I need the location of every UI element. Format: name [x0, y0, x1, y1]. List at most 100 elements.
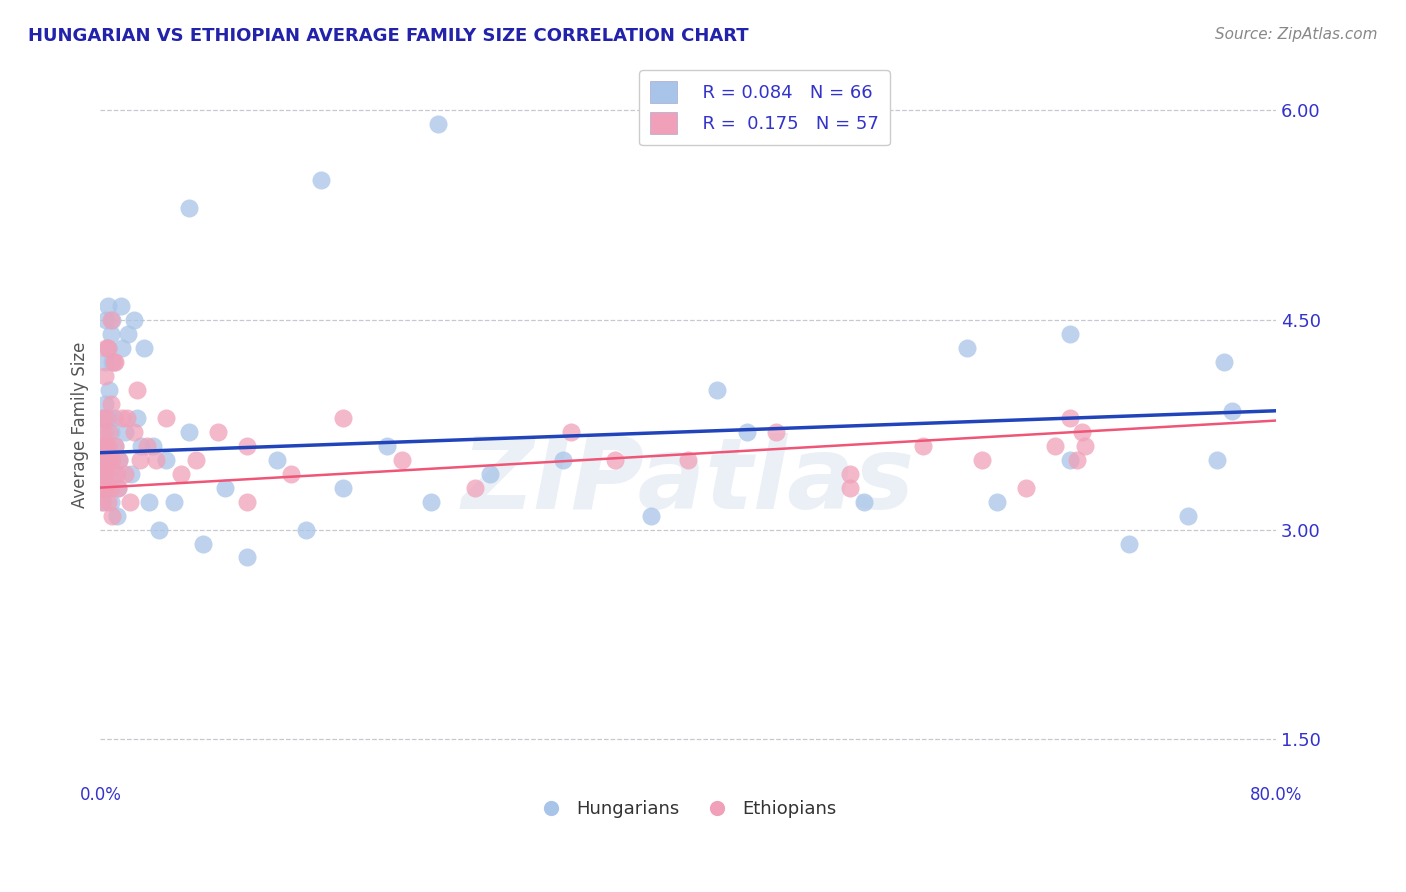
Ethiopians: [912, 439, 935, 453]
Hungarians: [104, 467, 127, 481]
Text: Source: ZipAtlas.com: Source: ZipAtlas.com: [1215, 27, 1378, 42]
Ethiopians: [96, 341, 118, 355]
Ethiopians: [207, 425, 229, 439]
Hungarians: [94, 397, 117, 411]
Hungarians: [295, 523, 318, 537]
Hungarians: [108, 452, 131, 467]
Ethiopians: [114, 467, 136, 481]
Hungarians: [94, 425, 117, 439]
Hungarians: [105, 508, 128, 523]
Hungarians: [236, 550, 259, 565]
Hungarians: [90, 481, 112, 495]
Ethiopians: [97, 439, 120, 453]
Ethiopians: [122, 425, 145, 439]
Hungarians: [553, 452, 575, 467]
Ethiopians: [170, 467, 193, 481]
Ethiopians: [136, 439, 159, 453]
Hungarians: [100, 425, 122, 439]
Hungarians: [1059, 326, 1081, 341]
Ethiopians: [108, 452, 131, 467]
Ethiopians: [129, 452, 152, 467]
Ethiopians: [91, 425, 114, 439]
Ethiopians: [603, 452, 626, 467]
Hungarians: [104, 439, 127, 453]
Ethiopians: [97, 467, 120, 481]
Ethiopians: [115, 410, 138, 425]
Ethiopians: [90, 439, 112, 453]
Hungarians: [101, 313, 124, 327]
Ethiopians: [391, 452, 413, 467]
Hungarians: [96, 481, 118, 495]
Ethiopians: [91, 410, 114, 425]
Ethiopians: [91, 452, 114, 467]
Hungarians: [97, 410, 120, 425]
Hungarians: [1177, 508, 1199, 523]
Ethiopians: [676, 452, 699, 467]
Hungarians: [142, 439, 165, 453]
Hungarians: [214, 481, 236, 495]
Ethiopians: [104, 355, 127, 369]
Ethiopians: [184, 452, 207, 467]
Hungarians: [427, 117, 450, 131]
Hungarians: [91, 439, 114, 453]
Text: ZIPatlas: ZIPatlas: [461, 434, 915, 530]
Hungarians: [101, 355, 124, 369]
Ethiopians: [90, 467, 112, 481]
Ethiopians: [94, 439, 117, 453]
Hungarians: [735, 425, 758, 439]
Ethiopians: [96, 410, 118, 425]
Ethiopians: [98, 425, 121, 439]
Ethiopians: [101, 508, 124, 523]
Ethiopians: [236, 494, 259, 508]
Hungarians: [120, 467, 142, 481]
Ethiopians: [91, 481, 114, 495]
Hungarians: [375, 439, 398, 453]
Hungarians: [103, 410, 125, 425]
Hungarians: [1213, 355, 1236, 369]
Hungarians: [986, 494, 1008, 508]
Ethiopians: [103, 355, 125, 369]
Ethiopians: [111, 410, 134, 425]
Hungarians: [131, 439, 153, 453]
Y-axis label: Average Family Size: Average Family Size: [72, 342, 89, 508]
Hungarians: [122, 313, 145, 327]
Hungarians: [706, 383, 728, 397]
Hungarians: [98, 452, 121, 467]
Ethiopians: [1059, 410, 1081, 425]
Ethiopians: [1074, 439, 1097, 453]
Ethiopians: [464, 481, 486, 495]
Ethiopians: [100, 313, 122, 327]
Hungarians: [94, 467, 117, 481]
Hungarians: [107, 481, 129, 495]
Ethiopians: [105, 467, 128, 481]
Hungarians: [163, 494, 186, 508]
Hungarians: [100, 494, 122, 508]
Ethiopians: [280, 467, 302, 481]
Hungarians: [97, 341, 120, 355]
Ethiopians: [332, 410, 354, 425]
Ethiopians: [107, 481, 129, 495]
Hungarians: [117, 326, 139, 341]
Hungarians: [134, 341, 156, 355]
Text: HUNGARIAN VS ETHIOPIAN AVERAGE FAMILY SIZE CORRELATION CHART: HUNGARIAN VS ETHIOPIAN AVERAGE FAMILY SI…: [28, 27, 749, 45]
Hungarians: [640, 508, 662, 523]
Hungarians: [155, 452, 177, 467]
Hungarians: [478, 467, 501, 481]
Ethiopians: [155, 410, 177, 425]
Ethiopians: [838, 467, 860, 481]
Ethiopians: [104, 439, 127, 453]
Hungarians: [138, 494, 160, 508]
Ethiopians: [94, 467, 117, 481]
Hungarians: [420, 494, 443, 508]
Ethiopians: [98, 452, 121, 467]
Ethiopians: [97, 494, 120, 508]
Hungarians: [1059, 452, 1081, 467]
Hungarians: [1206, 452, 1229, 467]
Hungarians: [853, 494, 876, 508]
Hungarians: [90, 452, 112, 467]
Hungarians: [266, 452, 288, 467]
Hungarians: [1220, 404, 1243, 418]
Hungarians: [96, 313, 118, 327]
Ethiopians: [1015, 481, 1038, 495]
Hungarians: [956, 341, 979, 355]
